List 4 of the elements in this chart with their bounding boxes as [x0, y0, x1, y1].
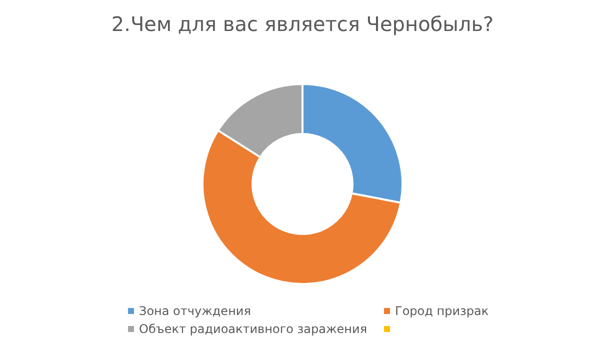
chart-title: 2.Чем для вас является Чернобыль? [111, 12, 494, 36]
legend-label: Зона отчуждения [139, 304, 251, 318]
legend-label: Объект радиоактивного заражения [139, 322, 368, 336]
legend-label: Город призрак [395, 304, 489, 318]
